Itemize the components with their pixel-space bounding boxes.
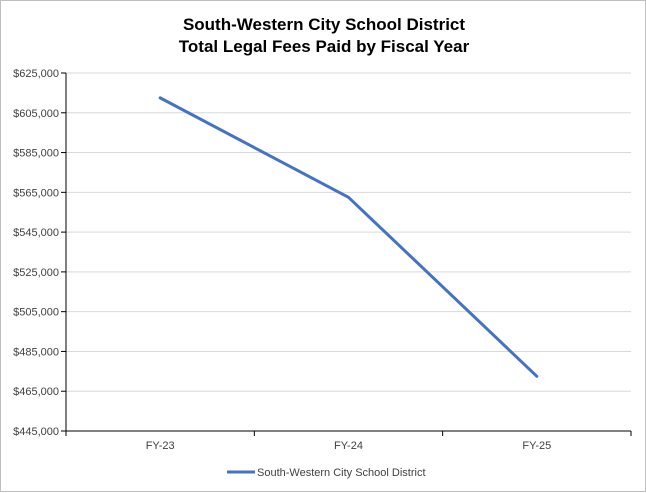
gridlines (66, 72, 631, 392)
series-line (158, 96, 539, 378)
x-tick-label: FY-25 (522, 440, 551, 452)
legend-label: South-Western City School District (257, 467, 426, 479)
y-tick-label: $465,000 (13, 386, 59, 398)
y-tick-label: $625,000 (13, 68, 59, 80)
y-tick-label: $565,000 (13, 187, 59, 199)
y-tick-label: $585,000 (13, 148, 59, 160)
y-tick-label: $525,000 (13, 267, 59, 279)
y-axis-ticks: $445,000 $465,000 $485,000 $505,000 $525,000… (13, 68, 59, 438)
legend: South-Western City School District (227, 467, 426, 479)
y-tick-label: $505,000 (13, 307, 59, 319)
chart-subtitle: Total Legal Fees Paid by Fiscal Year (179, 37, 470, 56)
x-axis-ticks: FY-23 FY-24 FY-25 (146, 440, 552, 452)
series-layer (158, 96, 539, 378)
y-tick-label: $485,000 (13, 346, 59, 358)
x-tick-label: FY-23 (146, 440, 175, 452)
axes (61, 72, 632, 436)
x-tick-label: FY-24 (334, 440, 363, 452)
y-tick-label: $445,000 (13, 426, 59, 438)
y-tick-label: $605,000 (13, 108, 59, 120)
chart-title: South-Western City School District (183, 15, 465, 34)
y-tick-label: $545,000 (13, 227, 59, 239)
